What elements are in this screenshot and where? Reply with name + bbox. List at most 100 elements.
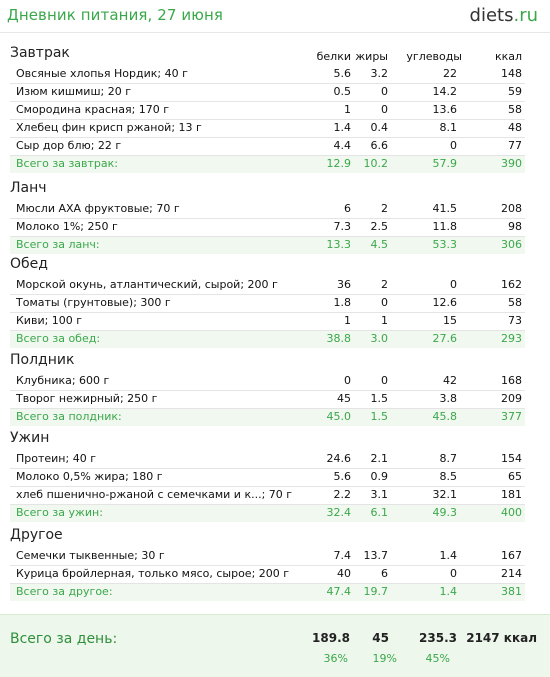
kcal-value: 98 [508, 220, 522, 233]
food-name: Морской окунь, атлантический, сырой; 200… [16, 278, 278, 291]
protein-value: 32.4 [326, 506, 352, 519]
section-total-row: Всего за другое: 47.4 19.7 1.4 381 [10, 584, 525, 601]
carbs-value: 27.6 [432, 332, 458, 345]
food-row[interactable]: Клубника; 600 г 0 0 42 168 [10, 373, 525, 391]
section-total-row: Всего за полдник: 45.0 1.5 45.8 377 [10, 409, 525, 426]
fat-value: 0 [381, 374, 388, 387]
kcal-value: 48 [508, 121, 522, 134]
day-percent-protein: 36% [323, 652, 348, 665]
food-name: Протеин; 40 г [16, 452, 96, 465]
protein-value: 7.4 [333, 549, 352, 562]
kcal-value: 73 [508, 314, 522, 327]
protein-value: 1 [344, 103, 351, 116]
carbs-value: 8.5 [439, 470, 458, 483]
food-row[interactable]: Семечки тыквенные; 30 г 7.4 13.7 1.4 167 [10, 548, 525, 566]
food-row[interactable]: Морской окунь, атлантический, сырой; 200… [10, 277, 525, 295]
protein-value: 38.8 [326, 332, 352, 345]
food-row[interactable]: Овсяные хлопья Нордик; 40 г 5.6 3.2 22 148 [10, 66, 525, 84]
food-name: Томаты (грунтовые); 300 г [16, 296, 171, 309]
logo-tld: .ru [513, 5, 538, 26]
food-row[interactable]: Мюсли АХА фруктовые; 70 г 6 2 41.5 208 [10, 201, 525, 219]
section-total-row: Всего за завтрак: 12.9 10.2 57.9 390 [10, 156, 525, 173]
fat-value: 19.7 [363, 585, 389, 598]
kcal-value: 377 [501, 410, 522, 423]
carbs-value: 0 [450, 278, 457, 291]
food-name: Семечки тыквенные; 30 г [16, 549, 165, 562]
fat-value: 3.2 [370, 67, 389, 80]
section-total-row: Всего за ланч: 13.3 4.5 53.3 306 [10, 237, 525, 254]
carbs-value: 57.9 [432, 157, 458, 170]
fat-value: 6.6 [370, 139, 389, 152]
food-row[interactable]: Хлебец фин крисп ржаной; 13 г 1.4 0.4 8.1 48 [10, 120, 525, 138]
protein-value: 1.8 [333, 296, 352, 309]
logo-main: diets [469, 5, 514, 26]
protein-value: 1.4 [333, 121, 352, 134]
protein-value: 7.3 [333, 220, 352, 233]
food-row[interactable]: Изюм кишмиш; 20 г 0.5 0 14.2 59 [10, 84, 525, 102]
section-title: Ужин [10, 430, 50, 446]
carbs-value: 1.4 [439, 585, 458, 598]
col-header-carbs: углеводы [406, 50, 462, 63]
fat-value: 13.7 [363, 549, 389, 562]
protein-value: 5.6 [333, 470, 352, 483]
carbs-value: 49.3 [432, 506, 458, 519]
carbs-value: 8.1 [439, 121, 458, 134]
food-row[interactable]: Творог нежирный; 250 г 45 1.5 3.8 209 [10, 391, 525, 409]
fat-value: 0 [381, 296, 388, 309]
protein-value: 45 [337, 392, 351, 405]
day-total-carbs: 235.3 [419, 631, 457, 645]
food-name: хлеб пшенично-ржаной с семечками и к...;… [16, 488, 293, 501]
carbs-value: 3.8 [439, 392, 458, 405]
section-title: Полдник [10, 352, 75, 368]
protein-value: 5.6 [333, 67, 352, 80]
food-row[interactable]: Томаты (грунтовые); 300 г 1.8 0 12.6 58 [10, 295, 525, 313]
food-name: Мюсли АХА фруктовые; 70 г [16, 202, 180, 215]
fat-value: 0 [381, 103, 388, 116]
fat-value: 2.1 [370, 452, 389, 465]
food-row[interactable]: Молоко 0,5% жира; 180 г 5.6 0.9 8.5 65 [10, 469, 525, 487]
fat-value: 3.1 [370, 488, 389, 501]
fat-value: 0.4 [370, 121, 389, 134]
food-row[interactable]: хлеб пшенично-ржаной с семечками и к...;… [10, 487, 525, 505]
food-row[interactable]: Протеин; 40 г 24.6 2.1 8.7 154 [10, 451, 525, 469]
protein-value: 4.4 [333, 139, 352, 152]
food-row[interactable]: Сыр дор блю; 22 г 4.4 6.6 0 77 [10, 138, 525, 156]
section-total-row: Всего за обед: 38.8 3.0 27.6 293 [10, 331, 525, 348]
protein-value: 0.5 [333, 85, 352, 98]
protein-value: 40 [337, 567, 351, 580]
food-name: Овсяные хлопья Нордик; 40 г [16, 67, 188, 80]
kcal-value: 306 [501, 238, 522, 251]
food-row[interactable]: Молоко 1%; 250 г 7.3 2.5 11.8 98 [10, 219, 525, 237]
food-name: Хлебец фин крисп ржаной; 13 г [16, 121, 202, 134]
protein-value: 12.9 [326, 157, 352, 170]
kcal-value: 58 [508, 296, 522, 309]
page-title: Дневник питания, 27 июня [7, 6, 224, 24]
day-percent-carbs: 45% [425, 652, 450, 665]
header-divider [0, 32, 550, 33]
food-name: Сыр дор блю; 22 г [16, 139, 122, 152]
kcal-value: 58 [508, 103, 522, 116]
site-logo[interactable]: diets.ru [470, 5, 538, 26]
day-total-label: Всего за день: [10, 631, 118, 647]
col-header-protein: белки [316, 50, 351, 63]
food-row[interactable]: Смородина красная; 170 г 1 0 13.6 58 [10, 102, 525, 120]
fat-value: 0.9 [370, 470, 389, 483]
food-row[interactable]: Курица бройлерная, только мясо, сырое; 2… [10, 566, 525, 584]
food-name: Изюм кишмиш; 20 г [16, 85, 131, 98]
kcal-value: 390 [501, 157, 522, 170]
food-name: Смородина красная; 170 г [16, 103, 170, 116]
day-total-protein: 189.8 [312, 631, 350, 645]
food-row[interactable]: Киви; 100 г 1 1 15 73 [10, 313, 525, 331]
total-label: Всего за ужин: [16, 506, 103, 519]
kcal-value: 293 [501, 332, 522, 345]
food-name: Клубника; 600 г [16, 374, 110, 387]
section-total-row: Всего за ужин: 32.4 6.1 49.3 400 [10, 505, 525, 522]
carbs-value: 11.8 [432, 220, 458, 233]
kcal-value: 154 [501, 452, 522, 465]
fat-value: 1 [381, 314, 388, 327]
fat-value: 10.2 [363, 157, 389, 170]
fat-value: 3.0 [370, 332, 389, 345]
kcal-value: 148 [501, 67, 522, 80]
day-total-fat: 45 [372, 631, 389, 645]
food-name: Киви; 100 г [16, 314, 83, 327]
